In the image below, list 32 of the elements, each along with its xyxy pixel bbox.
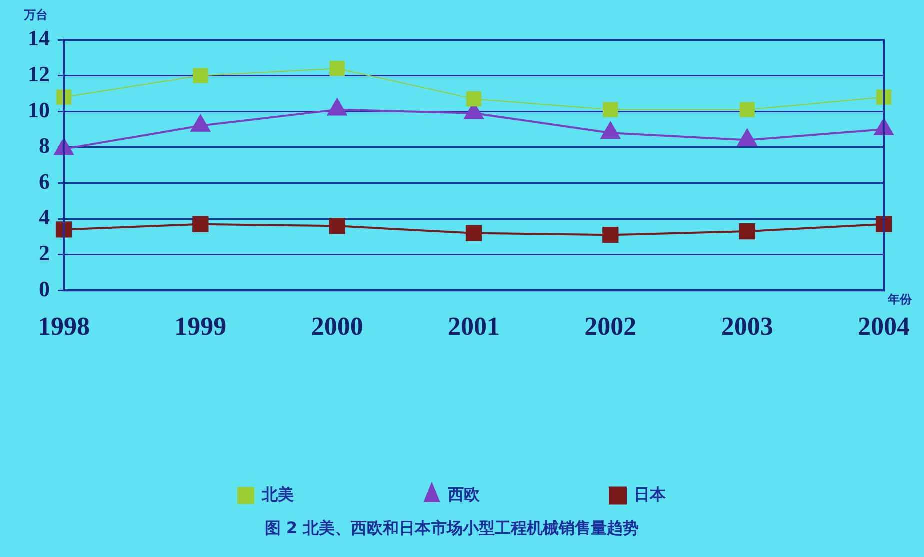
point <box>193 68 208 84</box>
x-tick-label: 2002 <box>584 312 637 341</box>
x-tick-label: 2001 <box>448 312 500 341</box>
x-tick-label: 1999 <box>174 312 227 341</box>
point <box>603 102 618 118</box>
point <box>466 225 482 242</box>
point <box>56 222 72 238</box>
point <box>192 216 209 232</box>
point <box>740 102 755 118</box>
point <box>330 61 345 76</box>
point <box>466 92 482 107</box>
y-tick-label: 12 <box>28 61 50 86</box>
legend-label: 西欧 <box>447 484 481 504</box>
x-tick-label: 2003 <box>721 312 774 341</box>
y-tick-label: 6 <box>39 168 50 194</box>
y-tick-label: 8 <box>39 133 50 158</box>
point <box>602 227 619 244</box>
y-axis-title: 万台 <box>23 8 48 22</box>
point <box>329 218 346 234</box>
point <box>739 223 756 240</box>
legend-label: 日本 <box>634 484 667 504</box>
text: 图 2 北美、西欧和日本市场小型工程机械销售量趋势 <box>264 518 640 538</box>
legend-label: 北美 <box>261 484 294 504</box>
y-tick-label: 0 <box>39 276 50 302</box>
y-tick-label: 4 <box>39 204 50 230</box>
x-tick-label: 2004 <box>858 312 910 341</box>
y-tick-label: 2 <box>39 240 50 266</box>
x-tick-label: 1998 <box>38 312 90 341</box>
y-tick-label: 14 <box>28 26 50 51</box>
y-tick-label: 10 <box>28 97 50 122</box>
x-tick-label: 2000 <box>311 312 364 341</box>
x-axis-title: 年份 <box>887 292 913 307</box>
